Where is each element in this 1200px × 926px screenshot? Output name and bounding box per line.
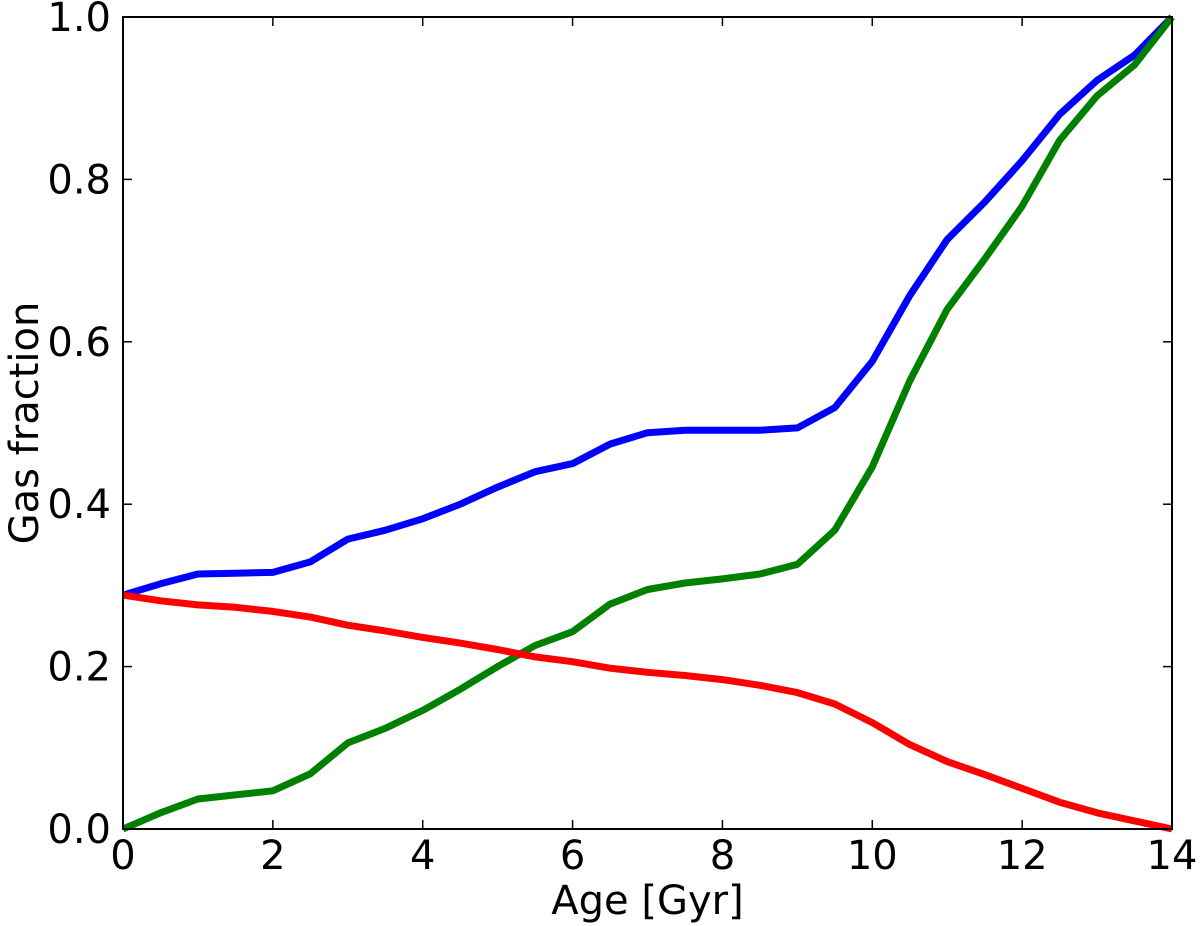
y-axis-label: Gas fraction [2,302,48,545]
series-line-2 [121,14,1175,833]
x-tick-label: 10 [847,833,898,879]
x-tick-label: 6 [560,833,585,879]
y-tick-label: 1.0 [47,0,111,41]
x-tick-label: 4 [410,833,435,879]
series-line-1 [121,14,1175,599]
x-tick-label: 12 [997,833,1048,879]
series-line-3 [122,591,1173,833]
ticks-layer [122,16,1173,830]
x-tick-label: 14 [1147,833,1198,879]
x-tick-label: 2 [260,833,285,879]
x-tick-label: 8 [710,833,735,879]
x-axis-label: Age [Gyr] [551,878,743,924]
series-layer [121,14,1175,833]
tick-labels-layer: 0 2 4 6 8 10 12 14 0.0 0.2 0.4 0.6 0.8 1.0 [47,0,1197,879]
y-tick-label: 0.2 [47,645,111,691]
y-tick-label: 0.4 [47,482,111,528]
x-tick-label: 0 [110,833,135,879]
y-tick-label: 0.6 [47,320,111,366]
y-tick-label: 0.0 [47,807,111,853]
plot-frame [122,16,1173,830]
y-tick-label: 0.8 [47,157,111,203]
